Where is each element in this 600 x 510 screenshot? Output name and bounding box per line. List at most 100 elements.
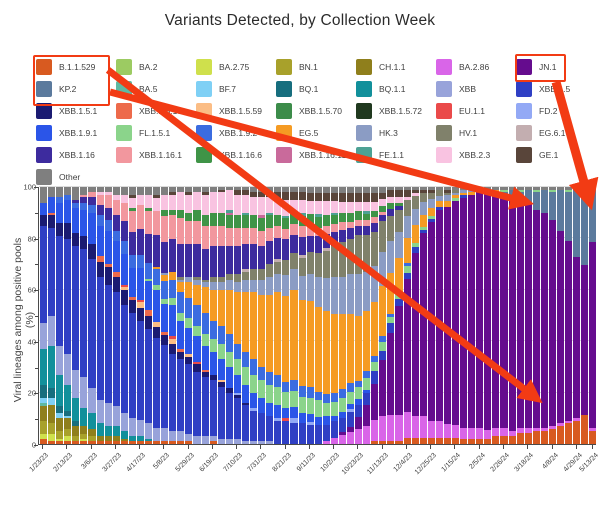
legend-item-bf-7[interactable]: BF.7 [196,78,276,100]
bar-4-1-24[interactable] [540,187,548,444]
legend-item-kp-2[interactable]: KP.2 [36,78,116,100]
legend-item-b-1-1-529[interactable]: B.1.1.529 [36,56,116,78]
bar-10-30-23[interactable] [363,187,371,444]
bar-2-12-24[interactable] [484,187,492,444]
bar-5-15-23[interactable] [169,187,177,444]
bar-1-8-24[interactable] [443,187,451,444]
legend-item-ch-1-1[interactable]: CH.1.1 [356,56,436,78]
bar-3-11-24[interactable] [516,187,524,444]
legend-item-ba-2-75[interactable]: BA.2.75 [196,56,276,78]
bar-9-25-23[interactable] [322,187,330,444]
legend-item-xbb-1-5-1[interactable]: XBB.1.5.1 [36,100,116,122]
legend-item-ba-2-86[interactable]: BA.2.86 [436,56,516,78]
bar-11-27-23[interactable] [395,187,403,444]
bar-5-22-23[interactable] [177,187,185,444]
bar-8-28-23[interactable] [290,187,298,444]
bar-5-6-24[interactable] [581,187,589,444]
legend-item-xbb-2-3[interactable]: XBB.2.3 [436,144,516,166]
bar-12-11-23[interactable] [411,187,419,444]
legend-item-xbb-1-16[interactable]: XBB.1.16 [36,144,116,166]
legend-item-ge-1[interactable]: GE.1 [516,144,596,166]
bar-8-14-23[interactable] [274,187,282,444]
bar-2-6-23[interactable] [56,187,64,444]
bar-3-25-24[interactable] [532,187,540,444]
legend-item-xbb-1-16-1[interactable]: XBB.1.16.1 [116,144,196,166]
bar-8-21-23[interactable] [282,187,290,444]
bar-4-8-24[interactable] [548,187,556,444]
bar-8-7-23[interactable] [266,187,274,444]
bar-1-23-23[interactable] [40,187,48,444]
legend-item-fe-1-1[interactable]: FE.1.1 [356,144,436,166]
bar-11-6-23[interactable] [371,187,379,444]
legend-item-ba-2[interactable]: BA.2 [116,56,196,78]
bar-11-13-23[interactable] [379,187,387,444]
bar-12-18-23[interactable] [419,187,427,444]
legend-item-eg-6-1[interactable]: EG.6.1 [516,122,596,144]
bar-4-29-24[interactable] [573,187,581,444]
bar-2-19-24[interactable] [492,187,500,444]
bar-10-9-23[interactable] [338,187,346,444]
legend-item-xbb-1-16-6[interactable]: XBB.1.16.6 [196,144,276,166]
bar-1-15-24[interactable] [451,187,460,444]
bar-6-19-23[interactable] [209,187,217,444]
bar-3-20-23[interactable] [104,187,112,444]
bar-7-24-23[interactable] [250,187,258,444]
bar-4-10-23[interactable] [128,187,136,444]
bar-4-15-24[interactable] [557,187,565,444]
bar-2-26-24[interactable] [500,187,508,444]
bar-5-8-23[interactable] [161,187,169,444]
legend-item-hv-1[interactable]: HV.1 [436,122,516,144]
bar-11-20-23[interactable] [387,187,395,444]
bar-2-20-23[interactable] [72,187,80,444]
bar-5-13-24[interactable] [589,187,597,444]
bar-12-4-23[interactable] [403,187,411,444]
bar-2-5-24[interactable] [476,187,484,444]
bar-7-31-23[interactable] [258,187,266,444]
bar-1-29-24[interactable] [468,187,476,444]
bar-6-26-23[interactable] [217,187,225,444]
bar-2-27-23[interactable] [80,187,88,444]
legend-item-hk-3[interactable]: HK.3 [356,122,436,144]
bar-6-5-23[interactable] [193,187,201,444]
legend-item-eu-1-1[interactable]: EU.1.1 [436,100,516,122]
bar-1-22-24[interactable] [460,187,468,444]
bar-9-18-23[interactable] [314,187,322,444]
bar-7-3-23[interactable] [225,187,233,444]
bar-1-1-24[interactable] [435,187,443,444]
legend-item-fl-1-5-1[interactable]: FL.1.5.1 [116,122,196,144]
legend-item-xbb[interactable]: XBB [436,78,516,100]
legend-item-bq-1[interactable]: BQ.1 [276,78,356,100]
legend-item-bq-1-1[interactable]: BQ.1.1 [356,78,436,100]
bar-4-3-23[interactable] [120,187,128,444]
bar-3-18-24[interactable] [524,187,532,444]
bar-3-6-23[interactable] [88,187,96,444]
bar-5-1-23[interactable] [153,187,161,444]
legend-item-xbb-1-5-72[interactable]: XBB.1.5.72 [356,100,436,122]
bar-12-25-23[interactable] [427,187,435,444]
legend-item-xbb-1-16-11[interactable]: XBB.1.16.11 [276,144,356,166]
bar-7-17-23[interactable] [241,187,250,444]
legend-item-xbb-1-5-70[interactable]: XBB.1.5.70 [276,100,356,122]
bar-3-4-24[interactable] [508,187,516,444]
legend-item-xbb-1-9-2[interactable]: XBB.1.9.2 [196,122,276,144]
legend-item-xbb-1-9-1[interactable]: XBB.1.9.1 [36,122,116,144]
bar-10-16-23[interactable] [346,187,355,444]
bar-4-17-23[interactable] [136,187,145,444]
legend-item-eg-5[interactable]: EG.5 [276,122,356,144]
bar-7-10-23[interactable] [233,187,241,444]
legend-item-other[interactable]: Other [36,166,116,188]
bar-9-11-23[interactable] [306,187,314,444]
bar-10-23-23[interactable] [355,187,363,444]
bar-4-24-23[interactable] [145,187,153,444]
legend-item-fd-2[interactable]: FD.2 [516,100,596,122]
bar-3-27-23[interactable] [112,187,120,444]
bar-1-30-23[interactable] [48,187,56,444]
bar-9-4-23[interactable] [298,187,306,444]
bar-2-13-23[interactable] [64,187,72,444]
legend-item-xbb-1-5-10[interactable]: XBB.1.5.10 [116,100,196,122]
bar-3-13-23[interactable] [96,187,104,444]
bar-6-12-23[interactable] [201,187,209,444]
legend-item-xbb-1-5-59[interactable]: XBB.1.5.59 [196,100,276,122]
bar-4-22-24[interactable] [565,187,573,444]
legend-item-bn-1[interactable]: BN.1 [276,56,356,78]
